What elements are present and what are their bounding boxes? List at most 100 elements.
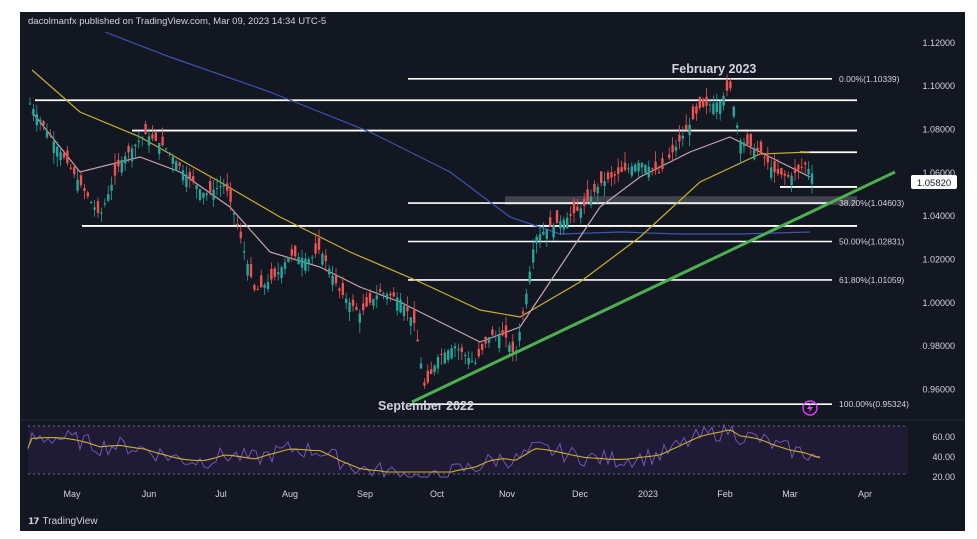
candle (481, 342, 484, 355)
candle (127, 143, 130, 163)
time-tick-label: 2023 (638, 489, 658, 499)
candle-body (569, 214, 572, 216)
candle (589, 189, 593, 209)
candle-body (351, 299, 355, 307)
candle (467, 351, 470, 369)
candle-body (137, 140, 140, 142)
candle (487, 337, 491, 348)
candle (76, 169, 79, 194)
candle-body (746, 134, 749, 145)
sma-mid-line (31, 69, 811, 318)
candle-body (239, 231, 242, 239)
candle (470, 351, 474, 364)
candle-body (273, 268, 276, 277)
tradingview-brand: TradingView (42, 516, 98, 527)
candle-body (426, 370, 429, 383)
price-axis: 1.12000 1.10000 1.08000 1.06000 1.04000 1.020… (922, 38, 955, 395)
candle (314, 233, 317, 258)
candle (722, 92, 725, 111)
candle-body (685, 124, 688, 131)
candle-body (358, 313, 361, 323)
candle-body (528, 271, 531, 283)
candle-body (283, 262, 287, 269)
candle-body (86, 192, 89, 197)
candle-body (368, 292, 372, 303)
candle (627, 163, 630, 174)
candle-body (715, 102, 718, 112)
candle-body (756, 147, 759, 150)
price-chart[interactable]: 0.00%(1.10339) 38.20%(1.04603) 50.00%(1.02… (20, 12, 965, 531)
candle (243, 241, 246, 261)
candle (215, 178, 219, 196)
candle (307, 256, 310, 272)
candle (647, 160, 650, 181)
time-axis: May Jun Jul Aug Sep Oct Nov Dec 2023 Feb Mar Apr (63, 489, 872, 499)
candle-body (708, 104, 712, 106)
candle-body (477, 349, 480, 357)
candle (399, 292, 402, 314)
candle-body (69, 167, 72, 169)
candle-body (35, 114, 38, 126)
candle (637, 159, 640, 177)
candle (630, 162, 633, 179)
candle-body (117, 159, 120, 167)
price-tick-label: 1.06000 (922, 168, 955, 178)
candle (603, 172, 606, 197)
chart-window: dacolmanfx published on TradingView.com,… (20, 12, 965, 531)
candle (436, 354, 440, 374)
candle-body (154, 132, 157, 141)
candle-body (572, 201, 576, 214)
candle (358, 309, 361, 333)
rsi-tick-label: 20.00 (932, 472, 955, 482)
candle-body (96, 201, 100, 213)
candle (538, 226, 542, 248)
trendline-group (411, 170, 896, 404)
candle (229, 182, 232, 211)
candle (103, 198, 106, 208)
candle-body (576, 206, 579, 211)
price-tick-label: 1.10000 (922, 81, 955, 91)
time-tick-label: Jul (215, 489, 227, 499)
candle (232, 212, 236, 226)
candle (39, 116, 42, 131)
candle (96, 197, 100, 218)
candle (736, 122, 739, 135)
candle (793, 159, 797, 181)
candle (117, 152, 120, 173)
candle-body (504, 325, 508, 338)
candle-body (311, 257, 314, 259)
candle-body (474, 362, 477, 364)
candle-body (297, 257, 300, 265)
candle-body (28, 103, 32, 105)
horizontal-levels (35, 99, 857, 227)
candle-body (753, 148, 756, 160)
candle-body (627, 168, 630, 170)
candle (413, 301, 416, 332)
lightning-icon[interactable] (802, 400, 818, 416)
candle-body (314, 243, 317, 254)
candle (671, 137, 674, 162)
candle (426, 364, 429, 385)
candle-body (579, 208, 582, 218)
candle-body (732, 106, 735, 117)
candle (433, 364, 436, 376)
candle (562, 216, 565, 235)
candle-body (423, 382, 426, 386)
candle-body (780, 168, 783, 175)
candle-body (681, 135, 684, 139)
candle-body (192, 176, 195, 182)
candle-body (583, 199, 586, 206)
candle-body (93, 207, 96, 210)
price-badge-background (911, 175, 957, 189)
candle-body (545, 229, 548, 239)
candle (773, 154, 776, 183)
candle (759, 139, 763, 155)
candle (474, 358, 477, 366)
candle-body (532, 249, 535, 263)
candle (287, 257, 290, 263)
candle-body (317, 238, 321, 250)
candle-body (168, 152, 171, 154)
candle (379, 283, 382, 293)
time-tick-label: Oct (430, 489, 445, 499)
candle-body (787, 174, 790, 177)
